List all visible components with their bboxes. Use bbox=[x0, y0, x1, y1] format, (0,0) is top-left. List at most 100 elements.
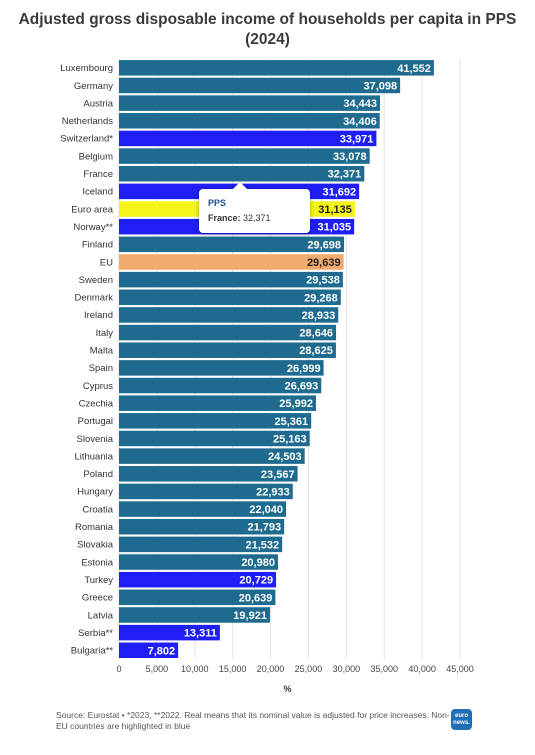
x-tick-label: 5,000 bbox=[146, 664, 169, 674]
category-label: Denmark bbox=[74, 293, 113, 304]
data-label: 20,729 bbox=[239, 575, 273, 587]
data-label: 33,078 bbox=[333, 151, 367, 163]
data-label: 26,999 bbox=[287, 363, 321, 375]
data-label: 29,698 bbox=[307, 239, 341, 251]
category-label: Czechia bbox=[79, 398, 114, 409]
category-label: Hungary bbox=[77, 487, 113, 498]
bar bbox=[119, 271, 343, 288]
x-tick-label: 0 bbox=[116, 664, 121, 674]
data-label: 25,163 bbox=[273, 433, 307, 445]
tooltip-label: France: bbox=[208, 213, 241, 223]
data-label: 21,532 bbox=[246, 539, 280, 551]
data-label: 31,692 bbox=[322, 186, 356, 198]
x-tick-label: 40,000 bbox=[408, 664, 436, 674]
bar bbox=[119, 60, 434, 76]
category-label: Estonia bbox=[81, 557, 113, 568]
category-label: Italy bbox=[96, 328, 114, 339]
data-label: 22,933 bbox=[256, 486, 290, 498]
data-label: 28,933 bbox=[302, 310, 336, 322]
bar bbox=[119, 607, 270, 623]
bar bbox=[119, 130, 377, 147]
bar bbox=[119, 448, 305, 464]
x-axis-label: % bbox=[283, 684, 291, 694]
category-label: Austria bbox=[83, 98, 113, 109]
bar bbox=[119, 360, 324, 376]
data-label: 25,361 bbox=[275, 416, 309, 428]
data-label: 29,639 bbox=[307, 257, 341, 269]
data-label: 28,646 bbox=[299, 328, 333, 340]
data-label: 13,311 bbox=[184, 628, 217, 640]
category-label: France bbox=[83, 169, 113, 180]
bar-chart: Luxembourg 41,552 Germany 37,098 Austria 34,4… bbox=[60, 59, 474, 694]
category-label: Cyprus bbox=[83, 381, 113, 392]
source-note: Source: Eurostat • *2023, **2022. Real m… bbox=[56, 710, 450, 731]
data-label: 32,371 bbox=[328, 169, 362, 181]
data-label: 24,503 bbox=[268, 451, 302, 463]
data-label: 29,538 bbox=[306, 275, 340, 287]
data-label: 29,268 bbox=[304, 292, 338, 304]
data-label: 26,693 bbox=[285, 381, 319, 393]
category-label: Belgium bbox=[79, 151, 113, 162]
bar bbox=[119, 324, 337, 341]
data-label: 19,921 bbox=[233, 610, 267, 622]
bar bbox=[119, 95, 381, 111]
bar bbox=[119, 395, 316, 411]
bar bbox=[119, 289, 341, 306]
bar bbox=[119, 571, 277, 588]
category-label: Romania bbox=[75, 522, 114, 533]
bar bbox=[119, 165, 365, 182]
x-tick-label: 35,000 bbox=[370, 664, 398, 674]
bar bbox=[119, 148, 370, 164]
data-label: 28,625 bbox=[299, 345, 333, 357]
category-label: Bulgaria** bbox=[71, 646, 114, 657]
bar bbox=[119, 554, 278, 570]
data-label: 21,793 bbox=[247, 522, 281, 534]
data-label: 22,040 bbox=[249, 504, 283, 516]
tooltip-header: PPS bbox=[208, 198, 227, 208]
x-tick-label: 10,000 bbox=[181, 664, 209, 674]
bar bbox=[119, 254, 344, 270]
bar bbox=[119, 342, 336, 358]
category-label: EU bbox=[100, 257, 113, 268]
x-tick-label: 30,000 bbox=[333, 664, 361, 674]
bar bbox=[119, 430, 310, 447]
category-label: Ireland bbox=[84, 310, 113, 321]
data-label: 31,035 bbox=[318, 222, 352, 234]
data-label: 20,980 bbox=[241, 557, 275, 569]
category-label: Netherlands bbox=[62, 116, 113, 127]
bar bbox=[119, 236, 345, 253]
category-label: Iceland bbox=[82, 187, 113, 198]
category-label: Turkey bbox=[84, 575, 113, 586]
data-label: 33,971 bbox=[340, 133, 374, 145]
category-label: Spain bbox=[89, 363, 113, 374]
data-label: 41,552 bbox=[397, 63, 431, 75]
data-label: 25,992 bbox=[279, 398, 313, 410]
category-label: Switzerland* bbox=[60, 134, 113, 145]
category-label: Serbia** bbox=[78, 628, 113, 639]
bar bbox=[119, 307, 339, 323]
bar bbox=[119, 642, 179, 659]
category-label: Norway** bbox=[73, 222, 113, 233]
data-label: 34,406 bbox=[343, 116, 377, 128]
data-label: 31,135 bbox=[318, 204, 352, 216]
bar bbox=[119, 589, 276, 606]
category-label: Portugal bbox=[78, 416, 113, 427]
tooltip-body: France: 32,371 bbox=[208, 213, 271, 223]
category-label: Luxembourg bbox=[60, 63, 113, 74]
tooltip: PPS France: 32,371 bbox=[199, 182, 310, 233]
category-label: Slovenia bbox=[77, 434, 114, 445]
x-tick-label: 15,000 bbox=[219, 664, 247, 674]
category-label: Latvia bbox=[88, 610, 114, 621]
category-label: Lithuania bbox=[74, 451, 113, 462]
bar bbox=[119, 413, 312, 429]
category-label: Greece bbox=[82, 593, 113, 604]
x-tick-label: 45,000 bbox=[446, 664, 474, 674]
data-label: 37,098 bbox=[363, 80, 397, 92]
x-tick-label: 20,000 bbox=[257, 664, 285, 674]
data-label: 20,639 bbox=[239, 592, 273, 604]
category-label: Slovakia bbox=[77, 540, 114, 551]
category-label: Poland bbox=[83, 469, 113, 480]
tooltip-value: 32,371 bbox=[243, 213, 271, 223]
data-label: 7,802 bbox=[148, 645, 176, 657]
chart-title: Adjusted gross disposable income of hous… bbox=[18, 11, 517, 48]
